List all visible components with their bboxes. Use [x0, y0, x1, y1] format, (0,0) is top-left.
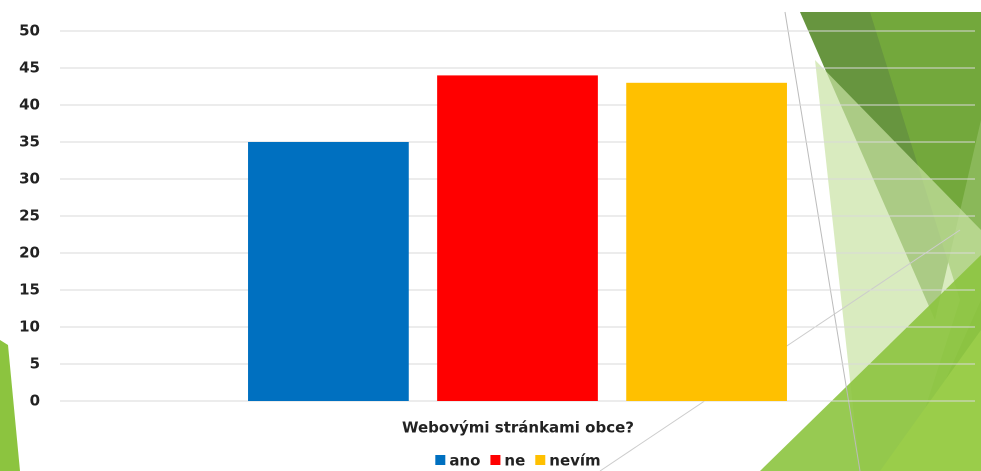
- bar: [626, 82, 787, 402]
- decoration: [0, 11, 981, 471]
- legend-label: ne: [504, 452, 525, 470]
- y-tick-label: 25: [19, 207, 40, 225]
- y-tick-label: 15: [19, 281, 40, 299]
- y-tick-label: 40: [19, 96, 40, 114]
- y-tick-label: 20: [19, 244, 40, 262]
- y-tick-label: 30: [19, 170, 40, 188]
- y-tick-label: 35: [19, 133, 40, 151]
- y-tick-label: 50: [19, 22, 40, 40]
- y-tick-label: 5: [30, 355, 40, 373]
- legend-label: ano: [449, 452, 480, 470]
- bar: [248, 142, 409, 401]
- y-tick-label: 10: [19, 318, 40, 336]
- x-tick-label: Webovými stránkami obce?: [402, 419, 634, 437]
- legend-label: nevím: [549, 452, 600, 470]
- legend-marker: [435, 455, 446, 465]
- legend-marker: [535, 455, 546, 465]
- bar: [437, 75, 598, 402]
- legend-marker: [490, 455, 501, 465]
- y-tick-label: 0: [30, 392, 40, 410]
- y-tick-label: 45: [19, 59, 40, 77]
